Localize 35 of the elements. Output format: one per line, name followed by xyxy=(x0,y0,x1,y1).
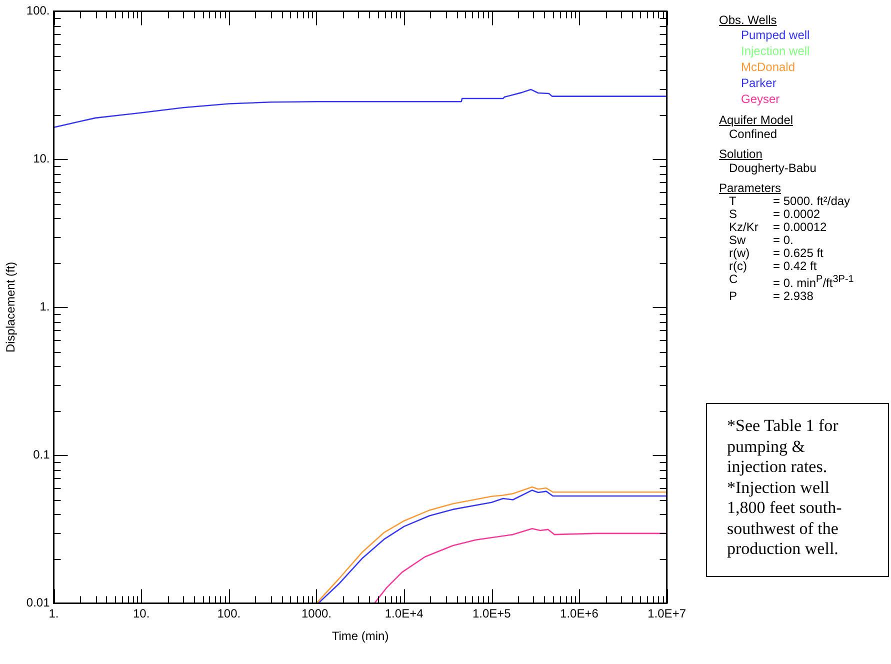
x-tick-label: 10. xyxy=(132,606,150,621)
x-tick-label: 1.0E+5 xyxy=(472,606,512,621)
y-tick-label: 10. xyxy=(33,152,50,166)
text: Dougherty-Babu xyxy=(728,161,818,175)
y-axis-title: Displacement (ft) xyxy=(4,262,18,353)
x-tick-label: 1.0E+7 xyxy=(648,606,686,621)
y-tick-label: 0.1 xyxy=(33,448,50,462)
text: Confined xyxy=(728,127,778,141)
text: McDonald xyxy=(740,59,796,75)
text: Kz/Kr = 0.00012 xyxy=(729,220,827,234)
y-tick-label: 1. xyxy=(40,300,50,314)
x-tick-label: 1.0E+6 xyxy=(560,606,599,621)
text: Sw = 0. xyxy=(729,233,794,247)
text: r(c) = 0.42 ft xyxy=(729,259,817,273)
text: Solution xyxy=(719,147,764,161)
x-tick-label: 1000. xyxy=(301,606,332,621)
text: *See Table 1 for pumping & injection rates. xyxy=(727,416,840,478)
text: Aquifer Model xyxy=(719,113,794,127)
legend-title: Obs. Wells xyxy=(719,13,778,27)
text: Pumped well xyxy=(740,27,811,43)
y-tick-label: 0.01 xyxy=(26,596,50,610)
text: C = 0. min$^{P}$/ft$^{3P-1}$ xyxy=(729,272,854,290)
text: Parker xyxy=(740,75,778,91)
text: *Injection well 1,800 feet south-southwest of the production well. xyxy=(727,478,843,560)
text: P = 2.938 xyxy=(729,289,814,303)
x-tick-label: 1.0E+4 xyxy=(384,606,424,621)
text: S = 0.0002 xyxy=(729,207,820,221)
x-axis-title: Time (min) xyxy=(332,629,389,644)
text: Geyser xyxy=(740,91,781,107)
legend-label: Injection well xyxy=(740,43,811,59)
x-tick-label: 100. xyxy=(217,606,241,621)
text: T = 5000. ft²/day xyxy=(729,194,850,208)
y-tick-label: 100. xyxy=(26,4,50,18)
text: r(w) = 0.625 ft xyxy=(729,246,824,260)
text: Parameters xyxy=(719,181,782,195)
